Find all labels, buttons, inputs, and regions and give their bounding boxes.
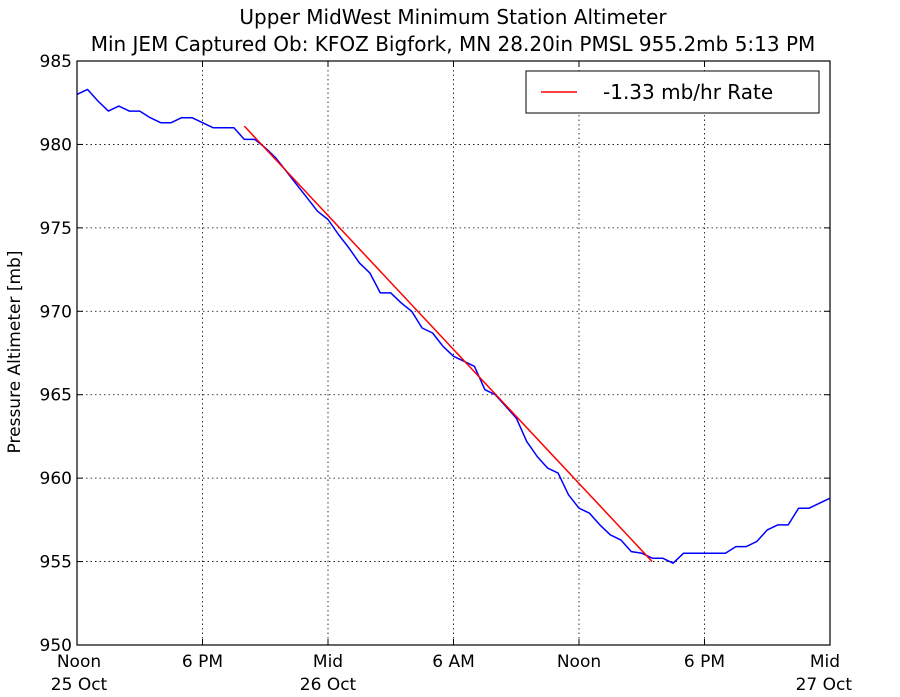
legend-label: -1.33 mb/hr Rate — [603, 80, 773, 104]
x-tick-label: Noon — [557, 652, 601, 672]
x-tick-label: Mid — [810, 652, 840, 672]
pressure-series-line — [76, 88, 831, 564]
x-tick-date-label: 26 Oct — [300, 675, 357, 695]
x-tick-date-label: 27 Oct — [796, 675, 853, 695]
x-tick-label: 6 PM — [182, 652, 223, 672]
chart-title: Upper MidWest Minimum Station Altimeter — [239, 5, 667, 29]
y-tick-label: 955 — [40, 553, 72, 573]
ticks-group: 950 955 960 965 970 975 980 985 Noon 25 Oct 6 PM Mi… — [40, 52, 853, 695]
series-group — [76, 88, 831, 564]
y-tick-label: 980 — [40, 135, 72, 155]
y-tick-label: 985 — [40, 52, 72, 72]
x-tick-label: 6 PM — [684, 652, 725, 672]
chart-subtitle: Min JEM Captured Ob: KFOZ Bigfork, MN 28… — [91, 32, 816, 56]
legend: -1.33 mb/hr Rate — [525, 70, 820, 114]
y-tick-label: 970 — [40, 302, 72, 322]
x-tick-label: Noon — [57, 652, 101, 672]
x-tick-label: Mid — [313, 652, 343, 672]
y-tick-label: 950 — [40, 636, 72, 656]
rate-trend-line — [243, 125, 653, 563]
y-tick-label: 975 — [40, 219, 72, 239]
grid — [77, 61, 830, 645]
x-tick-label: 6 AM — [432, 652, 475, 672]
y-tick-label: 960 — [40, 469, 72, 489]
y-tick-label: 965 — [40, 386, 72, 406]
x-tick-date-label: 25 Oct — [51, 675, 108, 695]
y-axis-label: Pressure Altimeter [mb] — [5, 251, 25, 454]
